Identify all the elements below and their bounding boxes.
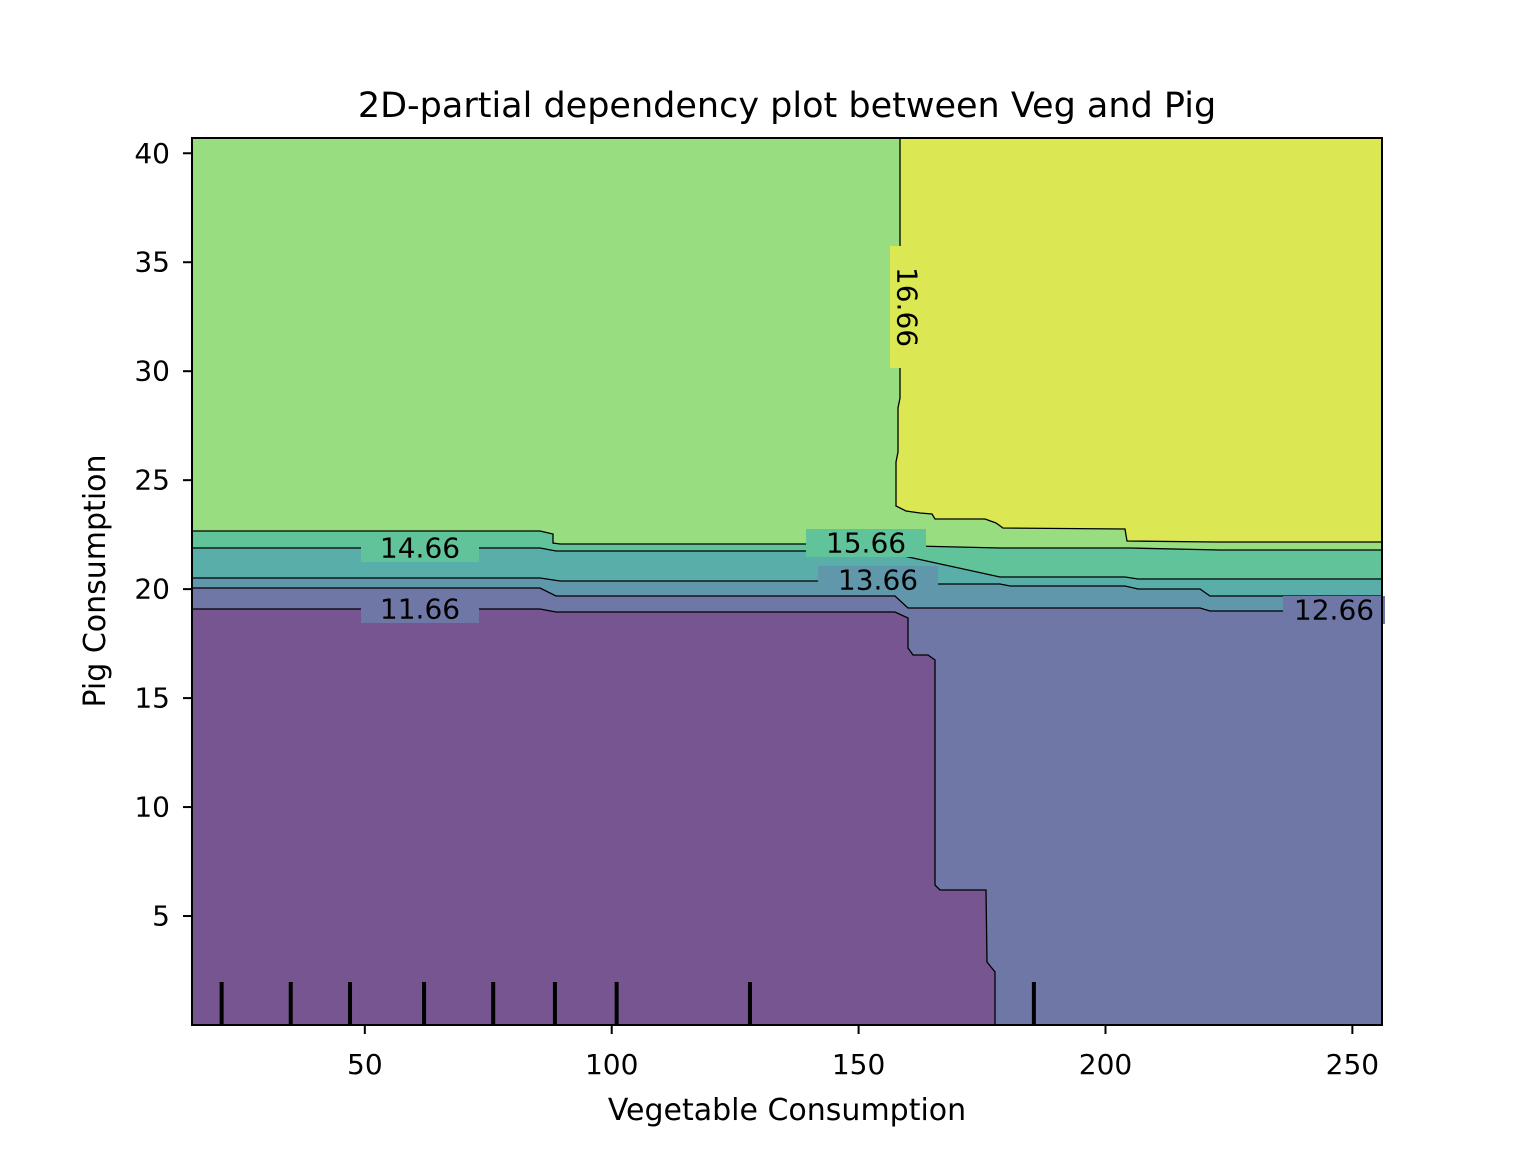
contour-label-gap-15.66: [806, 529, 926, 557]
y-tick-label-15: 15: [134, 682, 170, 715]
contour-line-13.66: [192, 577, 1382, 597]
chart-title: 2D-partial dependency plot between Veg a…: [358, 86, 1216, 126]
x-tick-label-100: 100: [585, 1048, 638, 1081]
y-tick-label-5: 5: [152, 900, 170, 933]
contour-label-16.66: 16.66: [891, 267, 924, 347]
plot-frame: [191, 137, 1383, 1026]
y-axis-label: Pig Consumption: [78, 454, 113, 707]
contour-label-14.66: 14.66: [380, 532, 460, 565]
y-tick-label-35: 35: [134, 246, 170, 279]
y-tick-label-25: 25: [134, 464, 170, 497]
x-tick-label-150: 150: [832, 1048, 885, 1081]
region-above-16.66: [896, 138, 1382, 542]
contour-labels: 14.66 11.66 15.66 13.66 12.66 16.66: [361, 246, 1385, 627]
contour-label-gap-13.66: [818, 566, 938, 594]
x-tick-label-50: 50: [347, 1048, 383, 1081]
contour-label-15.66: 15.66: [826, 527, 906, 560]
y-tick-label-30: 30: [134, 355, 170, 388]
contour-line-12.66: [192, 587, 1382, 612]
contour-label-11.66: 11.66: [380, 593, 460, 626]
contour-label-gap-12.66: [1283, 596, 1385, 624]
contour-label-gap-14.66: [361, 534, 479, 562]
x-tick-label-200: 200: [1079, 1048, 1132, 1081]
contour-label-13.66: 13.66: [838, 564, 918, 597]
y-tick-label-10: 10: [134, 791, 170, 824]
x-axis-label: Vegetable Consumption: [608, 1093, 966, 1128]
contour-line-16.66: [895, 138, 1382, 543]
contour-label-gap-11.66: [361, 595, 479, 623]
y-axis-ticks: 5 10 15 20 25 30 35 40: [134, 137, 192, 933]
y-tick-label-20: 20: [134, 573, 170, 606]
x-axis-ticks: 50 100 150 200 250: [347, 1025, 1379, 1081]
contour-label-12.66: 12.66: [1294, 594, 1374, 627]
contour-label-gap-16.66: [890, 246, 924, 368]
x-tick-label-250: 250: [1326, 1048, 1379, 1081]
contour-line-11.66: [192, 608, 996, 1025]
y-tick-label-40: 40: [134, 137, 170, 170]
x-rug: [219, 982, 1036, 1025]
contour-line-15.66: [192, 530, 1382, 551]
